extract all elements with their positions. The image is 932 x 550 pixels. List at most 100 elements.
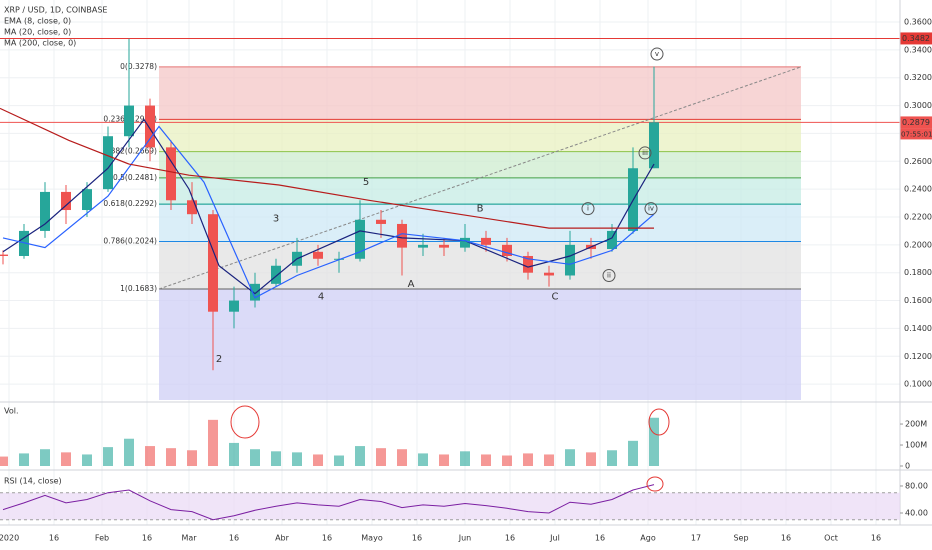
rsi-tick-label: 80.00	[905, 481, 928, 490]
volume-bar	[0, 456, 8, 466]
volume-bar	[481, 454, 491, 466]
rsi-tick-label: 40.00	[905, 508, 928, 517]
volume-bar	[82, 454, 92, 466]
highlight-circle	[648, 408, 670, 436]
volume-bar	[208, 419, 218, 466]
volume-bar	[418, 453, 428, 466]
candle-body	[208, 214, 218, 312]
indicator-line	[2, 125, 655, 299]
candle-body	[502, 244, 512, 256]
volume-bar	[187, 450, 197, 466]
volume-bar	[166, 448, 176, 466]
x-tick-label: Ago	[640, 534, 656, 543]
y-tick-label: 0.2400	[904, 185, 932, 194]
wave-label: iv	[648, 205, 654, 213]
countdown-tag	[900, 128, 932, 140]
y-tick-label: 0.3200	[904, 73, 932, 82]
x-tick-label: 16	[505, 534, 515, 543]
price-tag-label: 0.2879	[902, 118, 930, 127]
volume-title: Vol.	[4, 407, 19, 416]
y-tick-label: 0.2000	[904, 240, 932, 249]
rsi-title: RSI (14, close)	[4, 477, 62, 486]
wave-label: B	[477, 204, 484, 215]
y-tick-label: 0.3600	[904, 18, 932, 27]
candle-body	[397, 223, 407, 248]
legend-entry: MA (20, close, 0)	[4, 28, 71, 37]
fib-label: 1(0.1683)	[120, 284, 157, 293]
x-tick-label: 17	[691, 534, 701, 543]
wave-circle	[602, 268, 616, 282]
x-tick-label: Mar	[181, 534, 197, 543]
volume-bar	[19, 453, 29, 466]
x-tick-label: Feb	[95, 534, 109, 543]
x-tick-label: Oct	[824, 534, 838, 543]
wave-label: 2	[216, 354, 222, 365]
fib-zone	[159, 241, 801, 289]
candle-body	[250, 283, 260, 301]
wave-label: i	[587, 205, 589, 213]
candle-body	[418, 244, 428, 248]
fib-zone	[159, 177, 801, 205]
highlight-circle	[646, 476, 664, 492]
volume-bar	[355, 446, 365, 466]
highlight-circle	[230, 405, 260, 439]
fib-zone	[159, 151, 801, 178]
y-tick-label: 0.1800	[904, 268, 932, 277]
countdown: 07:55:01	[901, 130, 932, 138]
y-tick-label: 0.1000	[904, 380, 932, 389]
x-tick-label: 16	[229, 534, 239, 543]
volume-bar	[313, 454, 323, 466]
fib-label: 0.382(0.2669)	[103, 147, 157, 156]
fib-label: 0.786(0.2024)	[103, 237, 157, 246]
wave-label: 5	[363, 177, 369, 188]
volume-tick-label: 200M	[905, 420, 927, 429]
x-tick-label: 2020	[0, 534, 19, 543]
x-tick-label: Sep	[733, 534, 748, 543]
candle-body	[166, 147, 176, 201]
x-tick-label: 16	[412, 534, 422, 543]
candle-body	[523, 255, 533, 273]
chart-title: XRP / USD, 1D, COINBASE	[4, 6, 107, 15]
candle-body	[607, 230, 617, 250]
volume-bar	[649, 417, 659, 466]
volume-bar	[397, 449, 407, 466]
volume-bar	[229, 442, 239, 466]
wave-label: A	[408, 279, 415, 290]
volume-bar	[565, 449, 575, 466]
volume-bar	[628, 440, 638, 466]
volume-bar	[544, 454, 554, 466]
candle-body	[61, 191, 71, 211]
wave-label: v	[655, 50, 659, 58]
legend-entry: EMA (8, close, 0)	[4, 17, 71, 26]
fib-label: 0.5(0.2481)	[113, 173, 157, 182]
candle-body	[271, 265, 281, 284]
x-tick-label: 16	[322, 534, 332, 543]
volume-bar	[103, 447, 113, 466]
candle-body	[229, 300, 239, 312]
x-tick-label: Jun	[458, 534, 472, 543]
fib-zone	[159, 66, 801, 120]
candle-body	[460, 237, 470, 248]
price-tag	[900, 116, 932, 129]
wave-circle	[650, 47, 664, 61]
rsi-line	[2, 484, 655, 521]
y-tick-label: 0.1200	[904, 352, 932, 361]
wave-circle	[581, 202, 595, 216]
wave-circle	[638, 146, 652, 160]
x-tick-label: Abr	[275, 534, 290, 543]
volume-tick-label: 100M	[905, 441, 927, 450]
wave-label: C	[552, 291, 559, 302]
wave-label: 3	[273, 213, 279, 224]
wave-label: 4	[318, 291, 324, 302]
x-tick-label: 16	[49, 534, 59, 543]
candle-body	[355, 219, 365, 259]
legend-entry: MA (200, close, 0)	[4, 39, 76, 48]
candle-body	[19, 230, 29, 256]
candle-body	[40, 191, 50, 231]
indicator-line	[0, 107, 654, 229]
volume-bar	[607, 450, 617, 466]
volume-bar	[292, 452, 302, 466]
price-tag	[900, 32, 932, 45]
fib-trend-line	[158, 66, 802, 290]
